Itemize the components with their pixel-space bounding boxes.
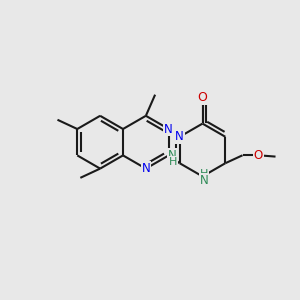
Text: N: N: [142, 162, 150, 175]
Text: H: H: [169, 157, 177, 167]
Text: O: O: [254, 149, 263, 162]
Text: N: N: [175, 130, 184, 143]
Text: N: N: [164, 122, 173, 136]
Text: O: O: [198, 91, 207, 103]
Text: H: H: [200, 169, 208, 179]
Text: N: N: [200, 174, 208, 187]
Text: N: N: [168, 149, 177, 162]
